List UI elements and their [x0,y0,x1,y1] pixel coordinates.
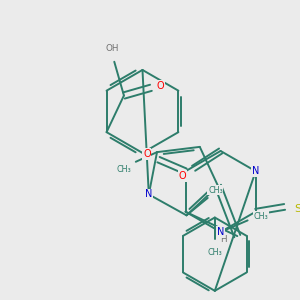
Text: CH₃: CH₃ [117,165,132,174]
Text: H: H [220,236,227,244]
Text: N: N [145,189,152,200]
Text: O: O [157,81,164,91]
Text: N: N [217,227,224,237]
Text: O: O [143,149,151,159]
Text: CH₃: CH₃ [208,186,223,195]
Text: CH₃: CH₃ [207,248,222,257]
Text: OH: OH [106,44,119,53]
Text: O: O [178,171,186,181]
Text: S: S [295,204,300,214]
Text: N: N [252,166,260,176]
Text: CH₃: CH₃ [254,212,268,221]
